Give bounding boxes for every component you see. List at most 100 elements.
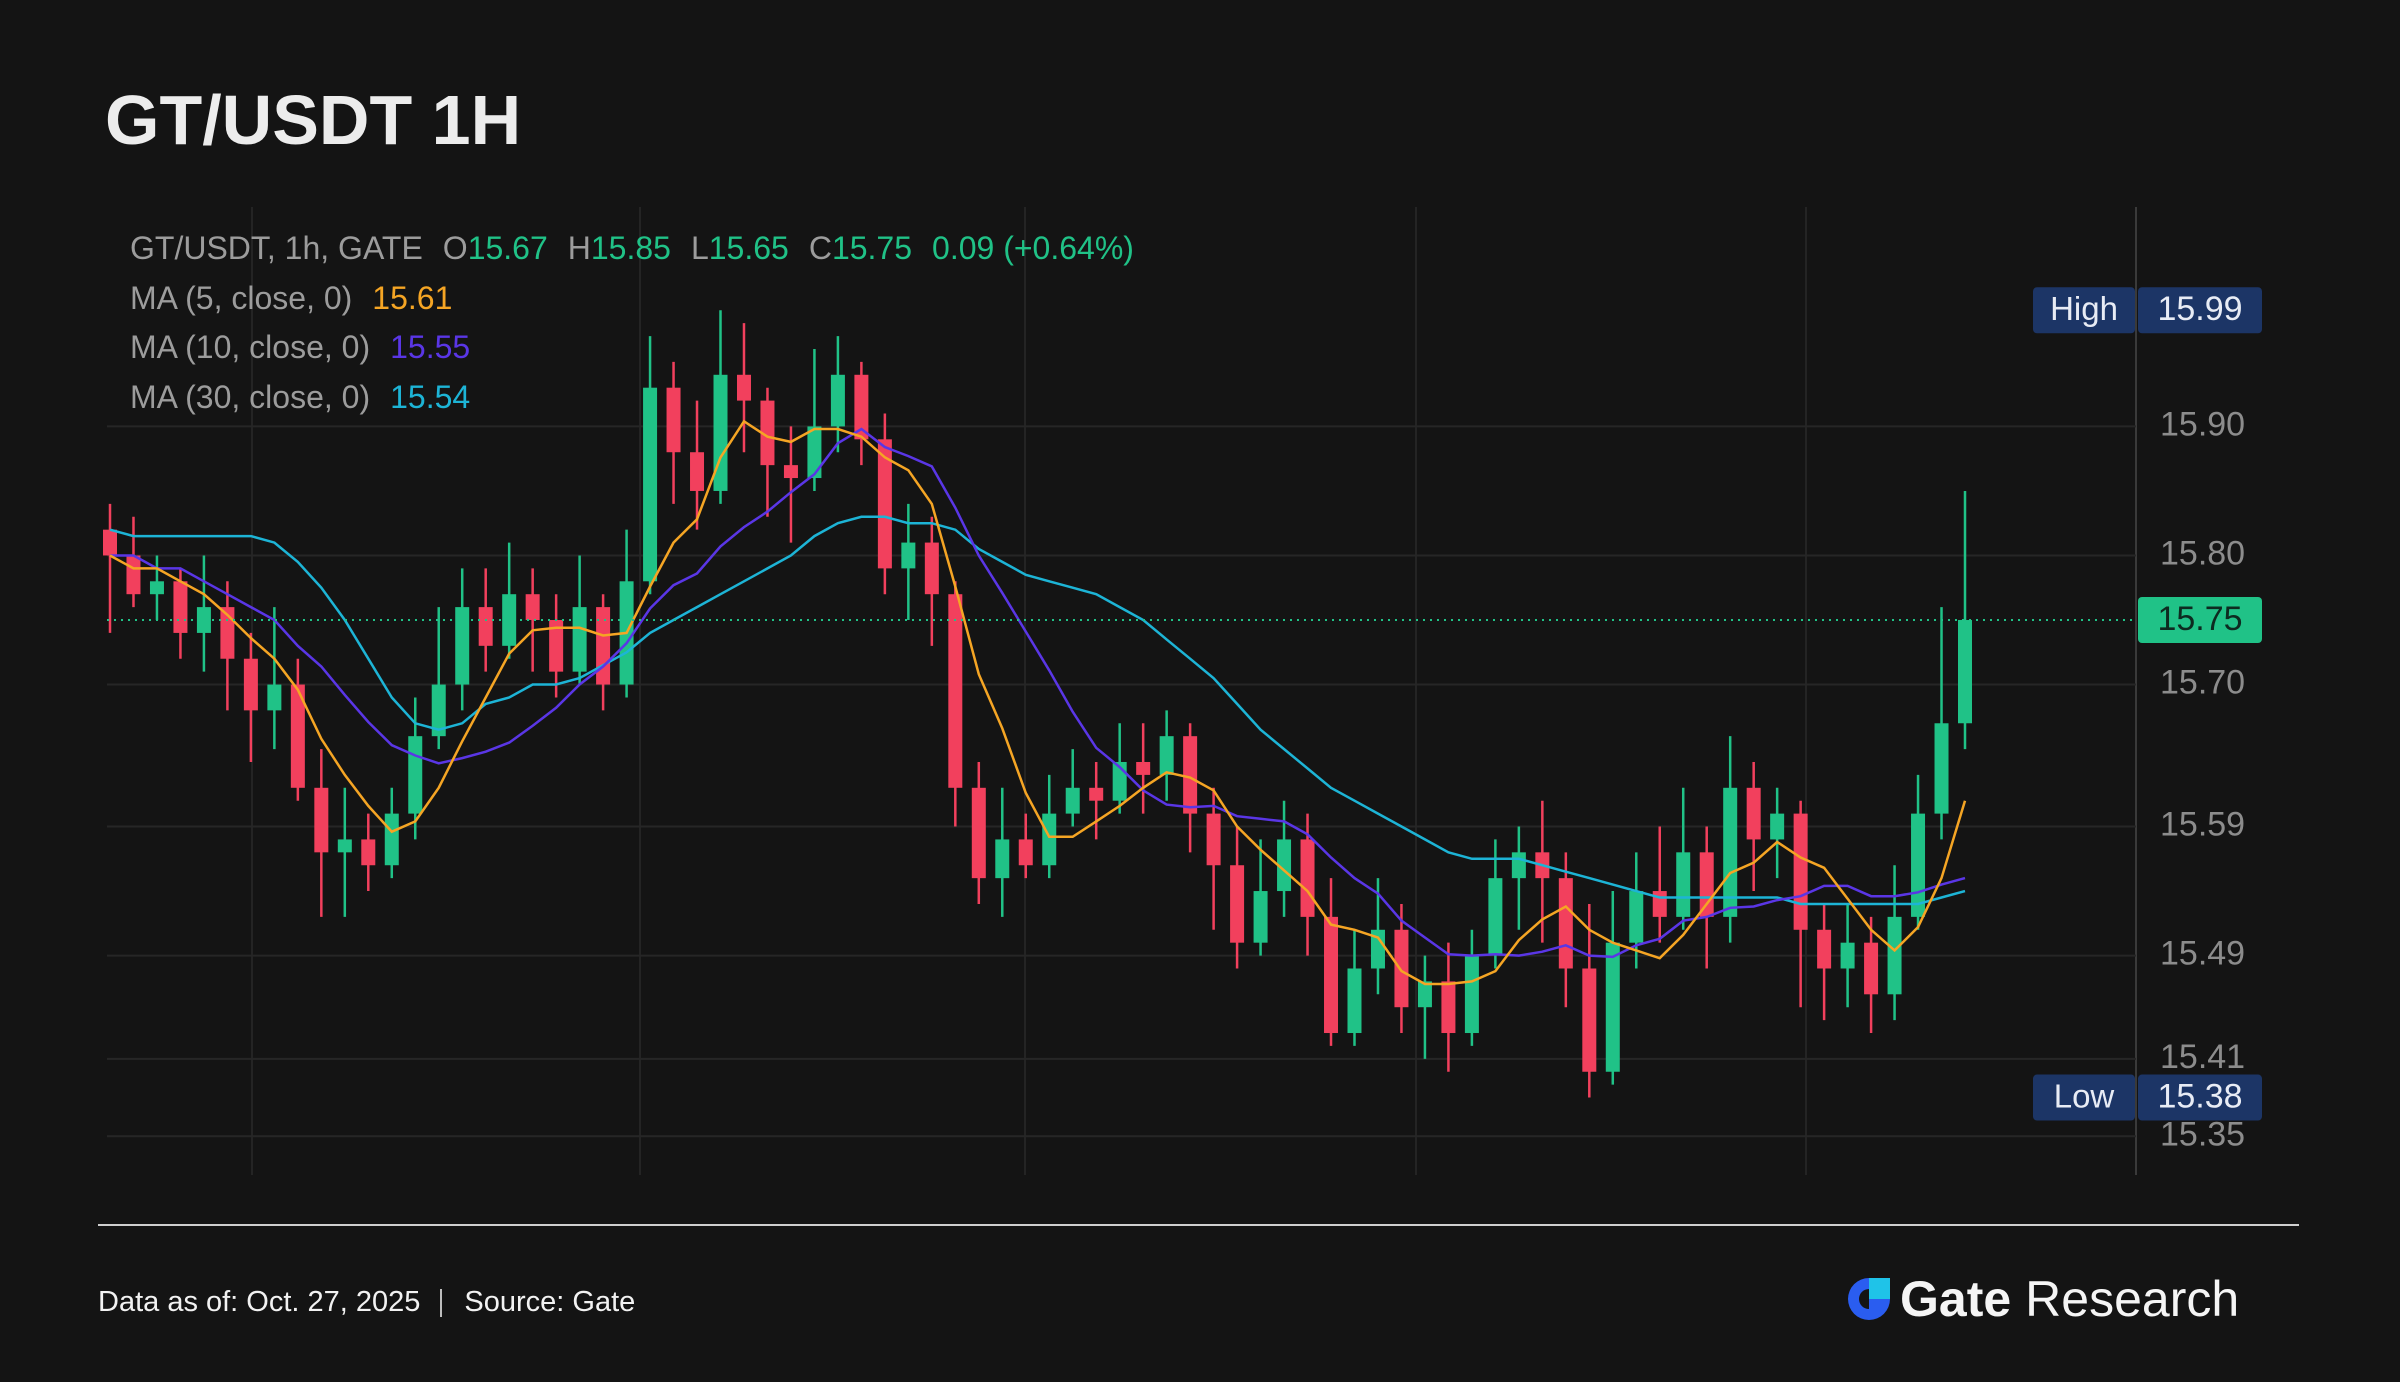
brand-name: Gate <box>1900 1271 2012 1327</box>
y-tick-label: 15.80 <box>2160 534 2245 572</box>
candle-body <box>196 607 211 633</box>
ohlc-value: 15.67 <box>467 230 548 266</box>
candle-body <box>126 555 141 595</box>
ohlc-prefix: H <box>567 230 591 266</box>
candle-body <box>1206 813 1221 866</box>
candle-body <box>783 465 798 479</box>
candle-body <box>1253 891 1268 943</box>
legend-row: MA (30, close, 0) 15.54 <box>130 373 1134 423</box>
candle-body <box>1441 981 1456 1034</box>
y-tick-label: 15.59 <box>2160 806 2245 844</box>
candle-body <box>1746 787 1761 840</box>
candle-body <box>1277 839 1292 892</box>
candle-body <box>901 542 916 569</box>
candle-body <box>361 839 376 866</box>
legend-value: 15.54 <box>390 378 471 415</box>
high-marker-box <box>2033 287 2135 334</box>
candle-body <box>1230 865 1245 943</box>
candle-body <box>431 684 446 737</box>
ma-line <box>109 419 1967 986</box>
high-marker-label: High <box>2050 290 2118 327</box>
candle-body <box>807 426 822 479</box>
ohlc-prefix: C <box>808 230 832 266</box>
legend: GT/USDT, 1h, GATE O 15.67 H 15.85 L 15.65 C 15.7… <box>130 224 1134 422</box>
candle-body <box>1042 813 1057 866</box>
candle-body <box>1159 736 1174 775</box>
brand-icon <box>1848 1278 1890 1320</box>
legend-entry: MA (30, close, 0) <box>130 378 371 415</box>
footer-source: Source: Gate <box>464 1286 636 1318</box>
ohlc-value: 15.65 <box>708 230 789 266</box>
footer-date: Data as of: Oct. 27, 2025 <box>98 1286 421 1318</box>
candle-body <box>1723 787 1738 917</box>
candle-body <box>995 839 1010 879</box>
candle-body <box>1676 852 1691 917</box>
y-tick-label: 15.41 <box>2160 1038 2245 1076</box>
brand-logo: Gate Research <box>1844 1270 2239 1328</box>
candle-body <box>736 374 751 401</box>
legend-value: 15.55 <box>390 329 471 365</box>
low-marker-value: 15.38 <box>2157 1078 2242 1116</box>
ohlc-value: 15.85 <box>590 230 671 266</box>
ohlc-prefix: L <box>690 230 709 266</box>
legend-row: GT/USDT, 1h, GATE O 15.67 H 15.85 L 15.65 C 15.7… <box>130 224 1134 274</box>
low-marker-value-box <box>2138 1074 2262 1121</box>
legend-value: 15.61 <box>372 279 453 316</box>
y-tick-label: 15.90 <box>2160 405 2245 443</box>
candle-body <box>830 374 845 427</box>
footer: Data as of: Oct. 27, 2025 Source: Gate <box>98 1286 635 1319</box>
candle-body <box>1324 916 1339 1034</box>
candle-body <box>713 374 728 491</box>
low-marker-label: Low <box>2054 1077 2115 1114</box>
high-marker-value: 15.99 <box>2157 290 2242 328</box>
candle-body <box>1511 852 1526 879</box>
candle-body <box>1629 891 1644 943</box>
y-tick-label: 15.70 <box>2160 664 2245 702</box>
candle-body <box>243 658 258 711</box>
candle-body <box>877 439 892 569</box>
candle-body <box>1770 813 1785 840</box>
candle-body <box>1065 787 1080 814</box>
current-price-label: 15.75 <box>2157 600 2242 638</box>
ma-line <box>109 515 1966 906</box>
candle-body <box>643 387 658 582</box>
vertical-grid <box>251 207 1807 1175</box>
low-marker-box <box>2033 1074 2135 1121</box>
candle-body <box>1300 839 1315 917</box>
candle-body <box>549 620 564 672</box>
ma-line <box>110 427 1966 959</box>
candle-body <box>1817 929 1832 969</box>
candle-body <box>1699 852 1714 917</box>
symbol-label: GT/USDT, 1h, GATE <box>130 230 423 266</box>
candle-body <box>1934 723 1949 814</box>
legend-row: MA (5, close, 0) 15.61 <box>130 274 1134 324</box>
candle-body <box>1347 968 1362 1034</box>
candle-body <box>1136 761 1151 775</box>
candle-body <box>1605 942 1620 1072</box>
candle-body <box>1887 916 1902 995</box>
candle-body <box>1417 981 1432 1008</box>
candle-body <box>1370 929 1385 969</box>
candle-body <box>690 452 705 491</box>
legend-row: MA (10, close, 0) 15.55 <box>130 323 1134 373</box>
candle-body <box>760 400 775 466</box>
candle-body <box>290 684 305 788</box>
candle-body <box>502 594 517 646</box>
legend-entry: MA (10, close, 0) <box>130 329 371 365</box>
high-marker-value-box <box>2138 287 2262 334</box>
candle-body <box>149 581 164 595</box>
current-price-box <box>2138 597 2262 644</box>
candle-body <box>572 607 587 672</box>
candle-body <box>1840 942 1855 969</box>
candles <box>103 310 1972 1098</box>
legend-entry: MA (5, close, 0) <box>130 279 353 316</box>
candle-body <box>103 529 117 556</box>
candle-body <box>267 684 282 711</box>
candle-body <box>408 736 423 814</box>
candle-body <box>596 607 611 685</box>
candle-body <box>1793 813 1808 930</box>
change-label: 0.09 (+0.64%) <box>932 230 1134 266</box>
candle-body <box>1464 955 1479 1034</box>
